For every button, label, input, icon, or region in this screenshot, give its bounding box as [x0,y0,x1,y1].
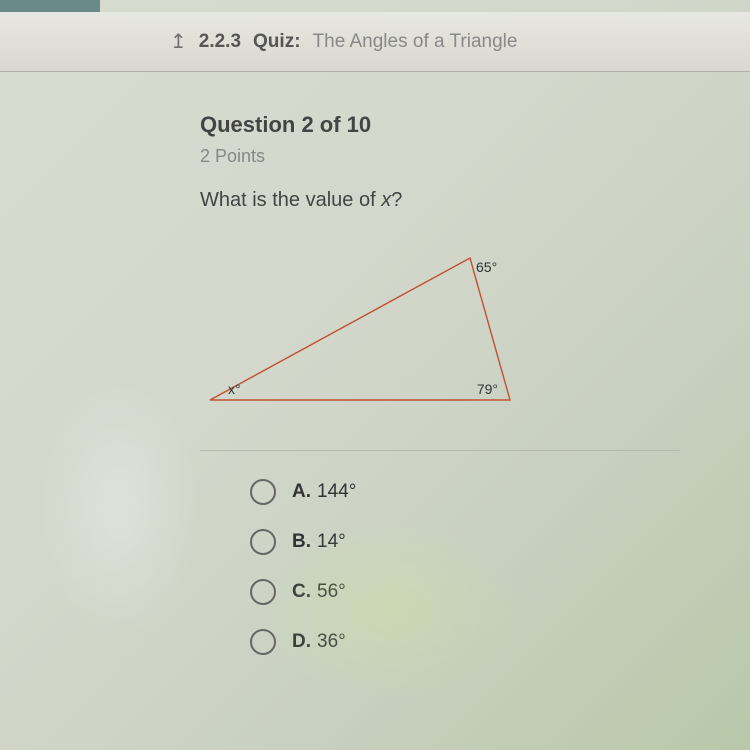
option-label: D.36° [292,631,346,653]
prompt-text-pre: What is the value of [200,189,381,211]
prompt-variable: x [381,189,391,211]
quiz-header: ↥ 2.2.3 Quiz: The Angles of a Triangle [0,12,750,72]
option-label: B.14° [292,531,346,553]
question-prompt: What is the value of x? [200,189,750,212]
option-label: A.144° [292,481,356,503]
prompt-text-post: ? [391,189,402,211]
answer-option-a[interactable]: A.144° [250,479,750,505]
quiz-label: Quiz: [253,31,301,53]
back-arrow-icon[interactable]: ↥ [170,29,187,54]
radio-icon[interactable] [250,579,276,605]
option-label: C.56° [292,581,346,603]
section-divider [200,450,680,451]
question-content: Question 2 of 10 2 Points What is the va… [0,72,750,655]
section-number: 2.2.3 [199,31,241,53]
quiz-title: The Angles of a Triangle [313,31,518,53]
angle-label-right: 79° [477,381,498,397]
triangle-figure: 65° x° 79° [200,240,540,420]
radio-icon[interactable] [250,629,276,655]
question-points: 2 Points [200,146,750,167]
answer-options: A.144° B.14° C.56° D.36° [200,479,750,655]
answer-option-c[interactable]: C.56° [250,579,750,605]
angle-label-top: 65° [476,259,497,275]
radio-icon[interactable] [250,479,276,505]
answer-option-d[interactable]: D.36° [250,629,750,655]
angle-label-left: x° [228,381,241,397]
triangle-shape [210,258,510,400]
triangle-svg: 65° x° 79° [200,240,540,420]
window-chrome-fragment [0,0,100,12]
answer-option-b[interactable]: B.14° [250,529,750,555]
radio-icon[interactable] [250,529,276,555]
question-heading: Question 2 of 10 [200,112,750,138]
